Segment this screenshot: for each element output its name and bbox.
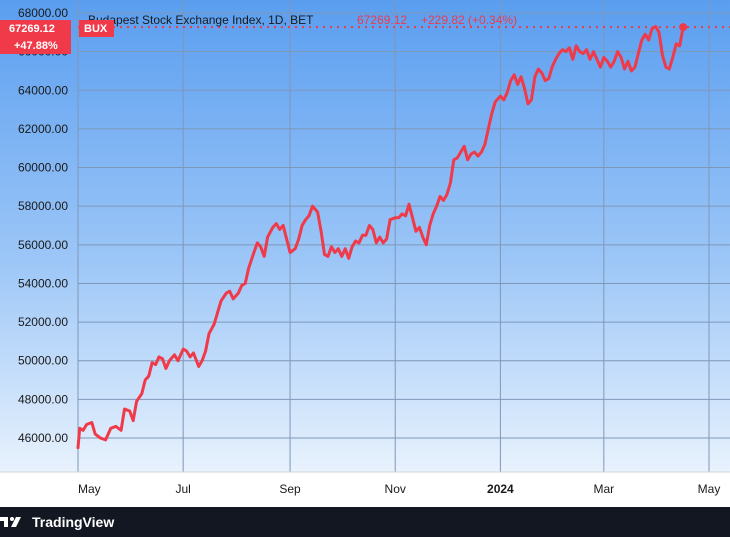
symbol-badge-bg	[79, 20, 114, 37]
price-badge-change: +47.88%	[14, 40, 58, 52]
y-tick-label: 52000.00	[18, 315, 68, 329]
series-line	[76, 25, 685, 450]
price-badge-bg	[0, 20, 71, 37]
title-change: +229.82 (+0.34%)	[421, 13, 517, 27]
chart-title: Budapest Stock Exchange Index, 1D, BET	[88, 13, 314, 27]
price-badge: 67269.12 +47.88%	[0, 20, 71, 54]
x-tick-label: Jul	[175, 482, 190, 496]
title-last-value: 67269.12	[357, 13, 407, 27]
x-tick-label: Mar	[593, 482, 614, 496]
chart-canvas: 46000.00 48000.00 50000.00 52000.00 54000.00…	[0, 0, 730, 507]
x-tick-label: Sep	[279, 482, 301, 496]
x-tick-label: May	[78, 482, 101, 496]
y-tick-label: 46000.00	[18, 431, 68, 445]
tradingview-logo-icon	[0, 517, 21, 527]
y-tick-label: 60000.00	[18, 161, 68, 175]
x-tick-label: May	[698, 482, 721, 496]
footer-brand: TradingView	[32, 514, 115, 530]
y-tick-label: 64000.00	[18, 83, 68, 97]
price-badge-value: 67269.12	[9, 23, 55, 35]
y-tick-label: 50000.00	[18, 354, 68, 368]
symbol-badge: BUX	[79, 20, 114, 37]
y-tick-label: 54000.00	[18, 276, 68, 290]
y-tick-label: 68000.00	[18, 6, 68, 20]
x-tick-label: Nov	[385, 482, 406, 496]
y-tick-label: 62000.00	[18, 122, 68, 136]
x-axis-labels: May Jul Sep Nov 2024 Mar May	[78, 482, 720, 496]
grid	[77, 0, 730, 472]
y-tick-label: 48000.00	[18, 392, 68, 406]
footer-bar: TradingView	[0, 507, 730, 537]
x-axis-band	[0, 472, 730, 507]
y-tick-label: 58000.00	[18, 199, 68, 213]
x-tick-label: 2024	[487, 482, 514, 496]
tradingview-logo[interactable]: TradingView	[0, 514, 114, 530]
price-badge-change-bg	[0, 37, 71, 54]
y-tick-label: 56000.00	[18, 238, 68, 252]
last-point-marker	[679, 23, 688, 32]
symbol-badge-label: BUX	[84, 23, 108, 35]
